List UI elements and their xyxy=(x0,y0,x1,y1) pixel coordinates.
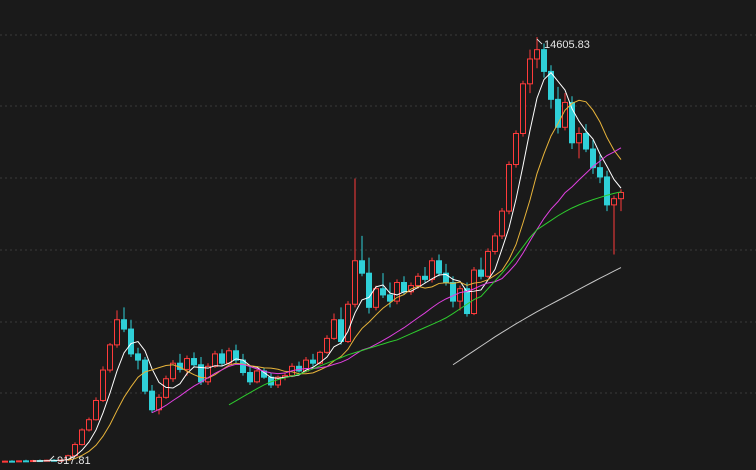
candle-body xyxy=(618,191,624,200)
moving-average-line xyxy=(67,99,622,461)
candle-body xyxy=(93,399,99,421)
candle-body xyxy=(233,350,239,361)
annotation-arrow xyxy=(48,455,55,462)
candle-body xyxy=(513,132,519,166)
candle-body xyxy=(86,419,92,431)
candle-body xyxy=(485,250,491,277)
candle-body xyxy=(226,350,232,364)
candle-body xyxy=(16,460,22,463)
candle-body xyxy=(527,58,533,85)
moving-average-line xyxy=(452,267,622,366)
candle-body xyxy=(345,303,351,342)
annotation-label: 917.81 xyxy=(57,455,91,467)
candle-body xyxy=(590,148,596,169)
candle-body xyxy=(457,288,463,302)
candle-body xyxy=(541,49,547,72)
candle-body xyxy=(611,198,617,206)
candle-body xyxy=(205,365,211,383)
candle-body xyxy=(576,132,582,144)
candle-body xyxy=(359,260,365,274)
moving-average-line xyxy=(32,71,622,462)
candle-body xyxy=(597,167,603,178)
candle-body xyxy=(569,101,575,144)
candle-body xyxy=(520,83,526,134)
candle-body xyxy=(604,176,610,206)
candle-body xyxy=(562,101,568,128)
candle-body xyxy=(254,370,260,383)
candle-body xyxy=(394,281,400,302)
candle-body xyxy=(79,429,85,446)
candle-body xyxy=(310,359,316,364)
candle-body xyxy=(352,260,358,305)
candle-body xyxy=(401,281,407,293)
candle-body xyxy=(135,353,141,361)
candle-body xyxy=(324,337,330,353)
candle-body xyxy=(583,132,589,150)
candle-body xyxy=(331,319,337,339)
candle-body xyxy=(121,319,127,330)
candle-body xyxy=(380,288,386,296)
annotation-label: 14605.83 xyxy=(544,39,590,51)
candle-body xyxy=(436,260,442,274)
candle-body xyxy=(387,294,393,302)
candle-body xyxy=(23,460,29,463)
candle-body xyxy=(366,272,372,308)
candle-body xyxy=(422,275,428,280)
candle-body xyxy=(128,328,134,355)
candle-body xyxy=(492,235,498,252)
candle-body xyxy=(149,390,155,411)
candle-body xyxy=(114,319,120,346)
candle-body xyxy=(464,288,470,315)
candle-body xyxy=(548,70,554,100)
candle-body xyxy=(506,164,512,212)
candle-body xyxy=(373,288,379,308)
candle-body xyxy=(534,49,540,60)
candle-body xyxy=(247,372,253,383)
candle-body xyxy=(450,281,456,302)
candle-body xyxy=(107,344,113,371)
candle-body xyxy=(212,353,218,367)
candle-body xyxy=(142,359,148,392)
annotation-arrow xyxy=(536,38,543,45)
candle-body xyxy=(219,353,225,364)
candle-body xyxy=(499,210,505,237)
candle-body xyxy=(9,460,15,463)
moving-average-line xyxy=(151,147,622,414)
candle-body xyxy=(2,460,8,463)
candle-body xyxy=(317,351,323,364)
candle-body xyxy=(303,359,309,372)
candle-body xyxy=(100,369,106,401)
candle-body xyxy=(478,269,484,277)
candle-body xyxy=(415,275,421,287)
candle-body xyxy=(429,260,435,280)
candle-body xyxy=(296,365,302,372)
candle-body xyxy=(191,358,197,366)
candle-body xyxy=(275,376,281,386)
candle-body xyxy=(338,319,344,342)
candle-body xyxy=(184,358,190,370)
candle-body xyxy=(170,362,176,380)
grid xyxy=(0,34,756,394)
moving-average-line xyxy=(228,191,622,406)
candle-body xyxy=(555,98,561,128)
